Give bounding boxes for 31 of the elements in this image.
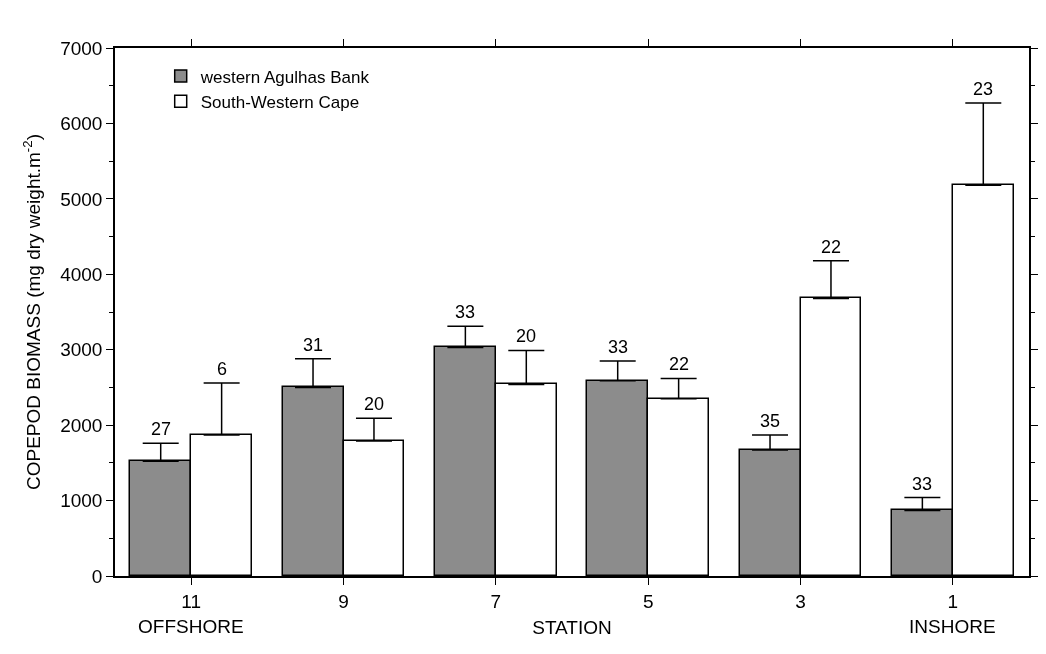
annotation: 20	[364, 394, 385, 414]
legend-label: South-Western Cape	[200, 92, 360, 112]
y-tick-label: 5000	[60, 188, 103, 210]
x-tick-label: 7	[490, 590, 502, 612]
annotation: 22	[669, 354, 690, 374]
y-tick-label: 2000	[60, 414, 103, 436]
annotation: 27	[151, 419, 172, 439]
x-tick-label: 9	[338, 590, 349, 612]
annotation: 31	[303, 335, 324, 355]
text: INSHORE	[909, 616, 996, 637]
x-tick-label: 11	[181, 590, 202, 612]
annotation: 22	[821, 237, 842, 257]
annotation: 33	[912, 474, 933, 494]
text: OFFSHORE	[138, 616, 244, 637]
y-tick-label: 4000	[60, 263, 103, 285]
x-tick-label: 3	[795, 590, 806, 612]
annotation: 6	[217, 359, 228, 379]
y-tick-label: 0	[91, 565, 103, 587]
annotation: 23	[973, 79, 994, 99]
y-tick-label: 3000	[60, 339, 103, 361]
annotation: 35	[760, 411, 781, 431]
y-tick-label: 1000	[60, 490, 103, 512]
y-tick-label: 6000	[60, 113, 103, 135]
y-tick-label: 7000	[60, 37, 103, 59]
annotation: 33	[608, 337, 629, 357]
x-tick-label: 1	[947, 590, 959, 612]
x-axis-title: STATION	[532, 616, 612, 638]
annotation: 33	[455, 302, 476, 322]
annotation: 20	[516, 326, 537, 346]
legend-label: western Agulhas Bank	[199, 67, 370, 87]
x-tick-label: 5	[642, 590, 654, 612]
